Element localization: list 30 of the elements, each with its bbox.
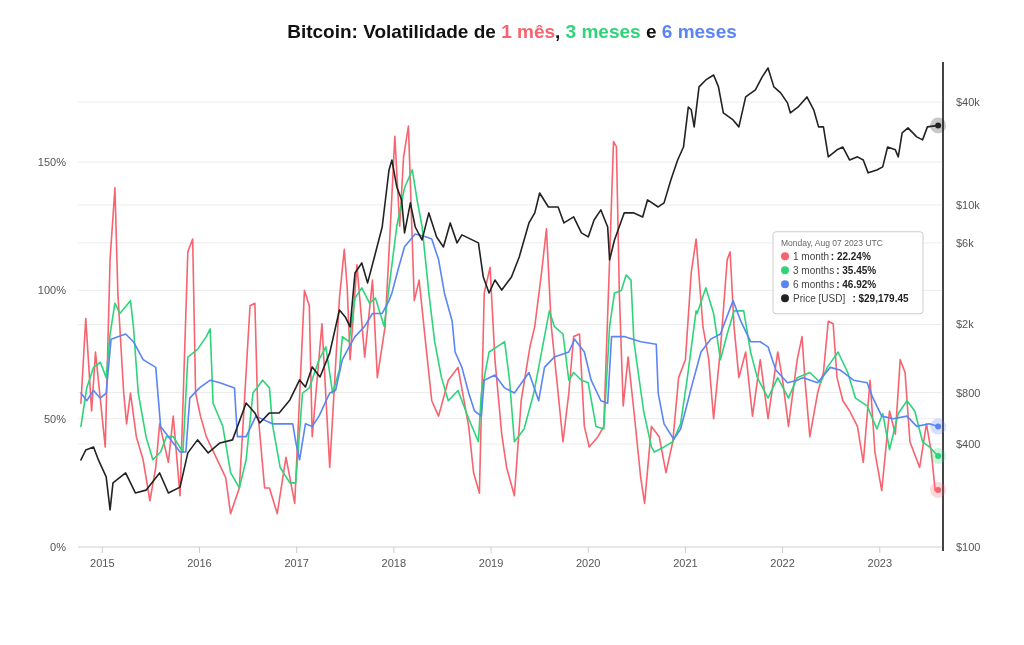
y-tick-label: 150% (37, 156, 67, 169)
x-tick-label: 2023 (867, 557, 893, 569)
annotation: : $29,179.45 (852, 292, 909, 304)
x-tick-label: 2016 (187, 557, 212, 569)
x-tick-label: 2020 (575, 557, 601, 569)
y2-tick-label: $800 (956, 386, 981, 399)
y-tick-label: 0% (50, 541, 67, 553)
y2-tick-label: $10k (956, 198, 981, 211)
legend-label: Price [USD] (793, 292, 846, 304)
y2-tick-label: $6k (956, 236, 975, 249)
x-tick-label: 2022 (770, 557, 795, 569)
y2-tick-label: $400 (956, 438, 981, 451)
y-tick-label: 50% (43, 412, 67, 425)
legend-label: 3 months (793, 264, 835, 276)
x-tick-label: 2021 (673, 557, 698, 569)
x-tick-label: 2018 (381, 557, 407, 569)
y2-tick-label: $2k (956, 318, 975, 331)
legend-label: 6 months (793, 278, 835, 290)
y-tick-label: 100% (37, 284, 67, 297)
annotation: : 46.92% (836, 278, 877, 290)
chart-title: Bitcoin: Volatilidade de 1 mês, 3 meses e 6 meses (287, 21, 737, 42)
y2-tick-label: $40k (956, 95, 981, 108)
annotation: : 22.24% (830, 250, 871, 262)
x-tick-label: 2015 (90, 557, 115, 569)
legend-label: 1 month (793, 250, 830, 262)
annotation: : 35.45% (836, 264, 877, 276)
x-tick-label: 2017 (284, 557, 309, 569)
x-tick-label: 2019 (478, 557, 504, 569)
y2-tick-label: $100 (956, 541, 981, 553)
annotation: Monday, Aug 07 2023 UTC (781, 237, 883, 248)
